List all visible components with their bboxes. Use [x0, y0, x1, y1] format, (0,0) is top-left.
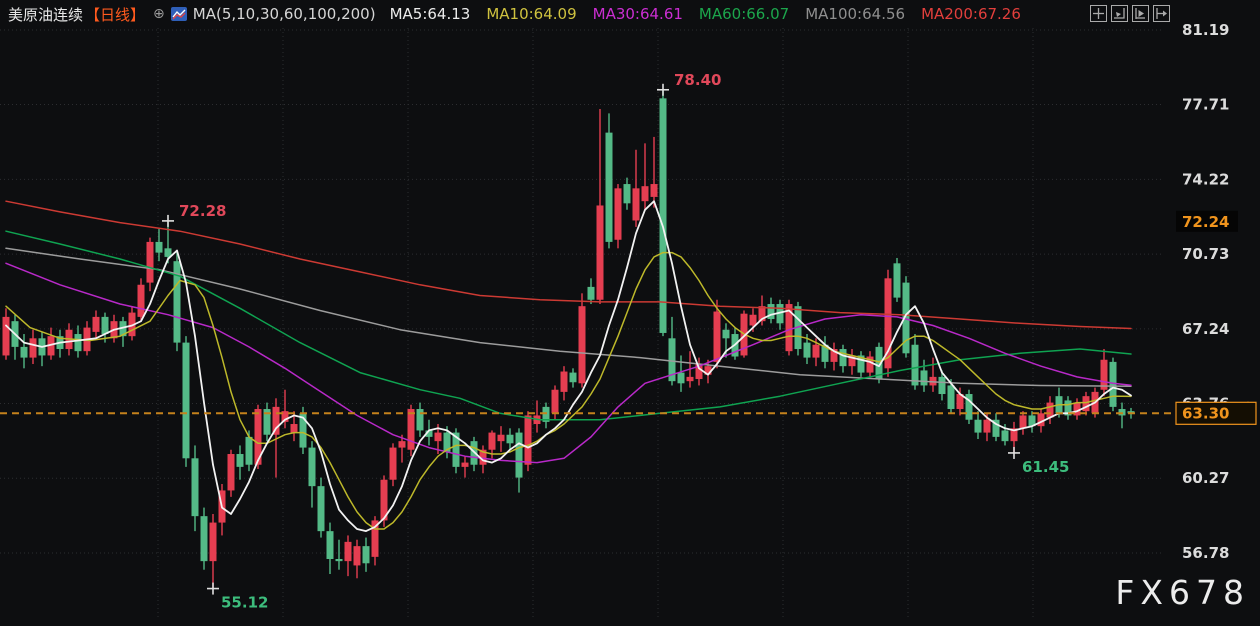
globe-icon[interactable]: ⊕	[153, 6, 165, 22]
ma-legend-item: MA10:64.09	[486, 5, 577, 23]
scale-play-button[interactable]	[1132, 5, 1149, 22]
price-marker-label: 72.28	[179, 202, 226, 220]
price-marker: 61.45	[1008, 446, 1069, 476]
price-marker-label: 61.45	[1022, 458, 1069, 476]
axis-tick-label: 60.27	[1182, 469, 1229, 487]
ma-legend-item: MA60:66.07	[698, 5, 790, 23]
ma-line-MA5	[5, 200, 1132, 532]
candles	[2, 89, 1135, 589]
fx678-watermark: FX678	[1115, 573, 1250, 612]
settlement-price-label: 72.24	[1182, 213, 1229, 231]
chart-toolbar	[1090, 5, 1170, 22]
axis-tick-label: 70.73	[1182, 245, 1229, 263]
price-marker: 72.28	[162, 202, 226, 227]
ma-line-MA100	[5, 247, 1132, 388]
settlement-label-bg	[1176, 210, 1238, 232]
axis-tick-label: 74.22	[1182, 170, 1229, 188]
axis-tick-label: 81.19	[1182, 21, 1229, 39]
ma-params-label: MA(5,10,30,60,100,200)	[192, 5, 376, 23]
move-tool-button[interactable]	[1090, 5, 1107, 22]
price-axis: 81.1977.7174.2270.7367.2463.7660.2756.78…	[1175, 21, 1257, 562]
price-marker: 55.12	[207, 582, 268, 612]
ma-legend-item: MA5:64.13	[389, 5, 471, 23]
chart-type-icon[interactable]	[170, 7, 187, 21]
ma-line-MA60	[5, 230, 1132, 421]
ma-line-MA200	[5, 200, 1132, 330]
scale-right-button[interactable]	[1153, 5, 1170, 22]
axis-tick-label: 56.78	[1182, 544, 1229, 562]
price-marker-label: 78.40	[674, 71, 721, 89]
ma-line-MA30	[5, 262, 1132, 464]
price-marker-label: 55.12	[221, 594, 268, 612]
timeframe-label[interactable]: 【日线】	[85, 5, 146, 24]
symbol-title: 美原油连续	[8, 5, 84, 24]
ma-legend-item: MA100:64.56	[805, 5, 906, 23]
last-price-label-box	[1175, 401, 1257, 425]
chart-header: 美原油连续 【日线】 ⊕ MA(5,10,30,60,100,200) MA5:…	[0, 0, 1260, 28]
ma-line-MA10	[5, 251, 1132, 530]
price-marker: 78.40	[657, 71, 721, 96]
axis-tick-label: 77.71	[1182, 96, 1229, 114]
ma-legend-item: MA30:64.61	[592, 5, 683, 23]
axis-tick-label: 67.24	[1182, 320, 1229, 338]
last-price-label: 63.30	[1182, 404, 1229, 422]
scale-corner-button[interactable]	[1111, 5, 1128, 22]
ma-legend-item: MA200:67.26	[921, 5, 1021, 23]
ma-legend: MA5:64.13 MA10:64.09 MA30:64.61 MA60:66.07 M…	[390, 5, 1037, 23]
